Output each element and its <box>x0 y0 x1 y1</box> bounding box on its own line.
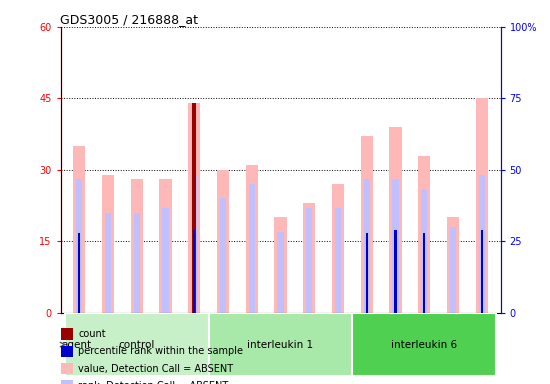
Bar <box>78 233 80 313</box>
Bar <box>364 179 370 313</box>
Bar <box>394 230 397 313</box>
Bar <box>76 179 82 313</box>
Bar <box>303 203 315 313</box>
Text: percentile rank within the sample: percentile rank within the sample <box>78 346 243 356</box>
Bar <box>160 179 172 313</box>
Bar <box>192 103 196 313</box>
Bar <box>389 127 402 313</box>
Bar <box>332 184 344 313</box>
Text: rank, Detection Call = ABSENT: rank, Detection Call = ABSENT <box>78 381 228 384</box>
Bar <box>246 165 258 313</box>
Bar <box>335 208 341 313</box>
Bar <box>217 170 229 313</box>
Bar <box>361 136 373 313</box>
Text: agent: agent <box>62 339 91 349</box>
Bar <box>421 189 427 313</box>
Bar <box>392 179 399 313</box>
Bar <box>447 217 459 313</box>
Text: value, Detection Call = ABSENT: value, Detection Call = ABSENT <box>78 364 233 374</box>
Bar <box>277 232 284 313</box>
Text: count: count <box>78 329 106 339</box>
Bar <box>366 233 368 313</box>
Text: GDS3005 / 216888_at: GDS3005 / 216888_at <box>60 13 199 26</box>
Text: interleukin 6: interleukin 6 <box>391 339 458 349</box>
Bar <box>423 233 426 313</box>
Bar <box>418 156 430 313</box>
Bar <box>134 213 140 313</box>
Bar <box>274 217 287 313</box>
Bar <box>353 313 496 376</box>
Bar <box>188 103 200 313</box>
Bar <box>65 313 208 376</box>
Bar <box>131 179 143 313</box>
Bar <box>220 199 226 313</box>
Bar <box>306 208 312 313</box>
Bar <box>450 227 456 313</box>
Text: interleukin 1: interleukin 1 <box>248 339 314 349</box>
Bar <box>162 208 169 313</box>
Bar <box>105 213 111 313</box>
Bar <box>102 175 114 313</box>
Bar <box>481 230 483 313</box>
Bar <box>191 175 197 313</box>
Bar <box>193 230 195 313</box>
Text: control: control <box>118 339 155 349</box>
Bar <box>478 175 485 313</box>
Bar <box>476 98 488 313</box>
Bar <box>73 146 85 313</box>
Bar <box>208 313 353 376</box>
Bar <box>249 184 255 313</box>
